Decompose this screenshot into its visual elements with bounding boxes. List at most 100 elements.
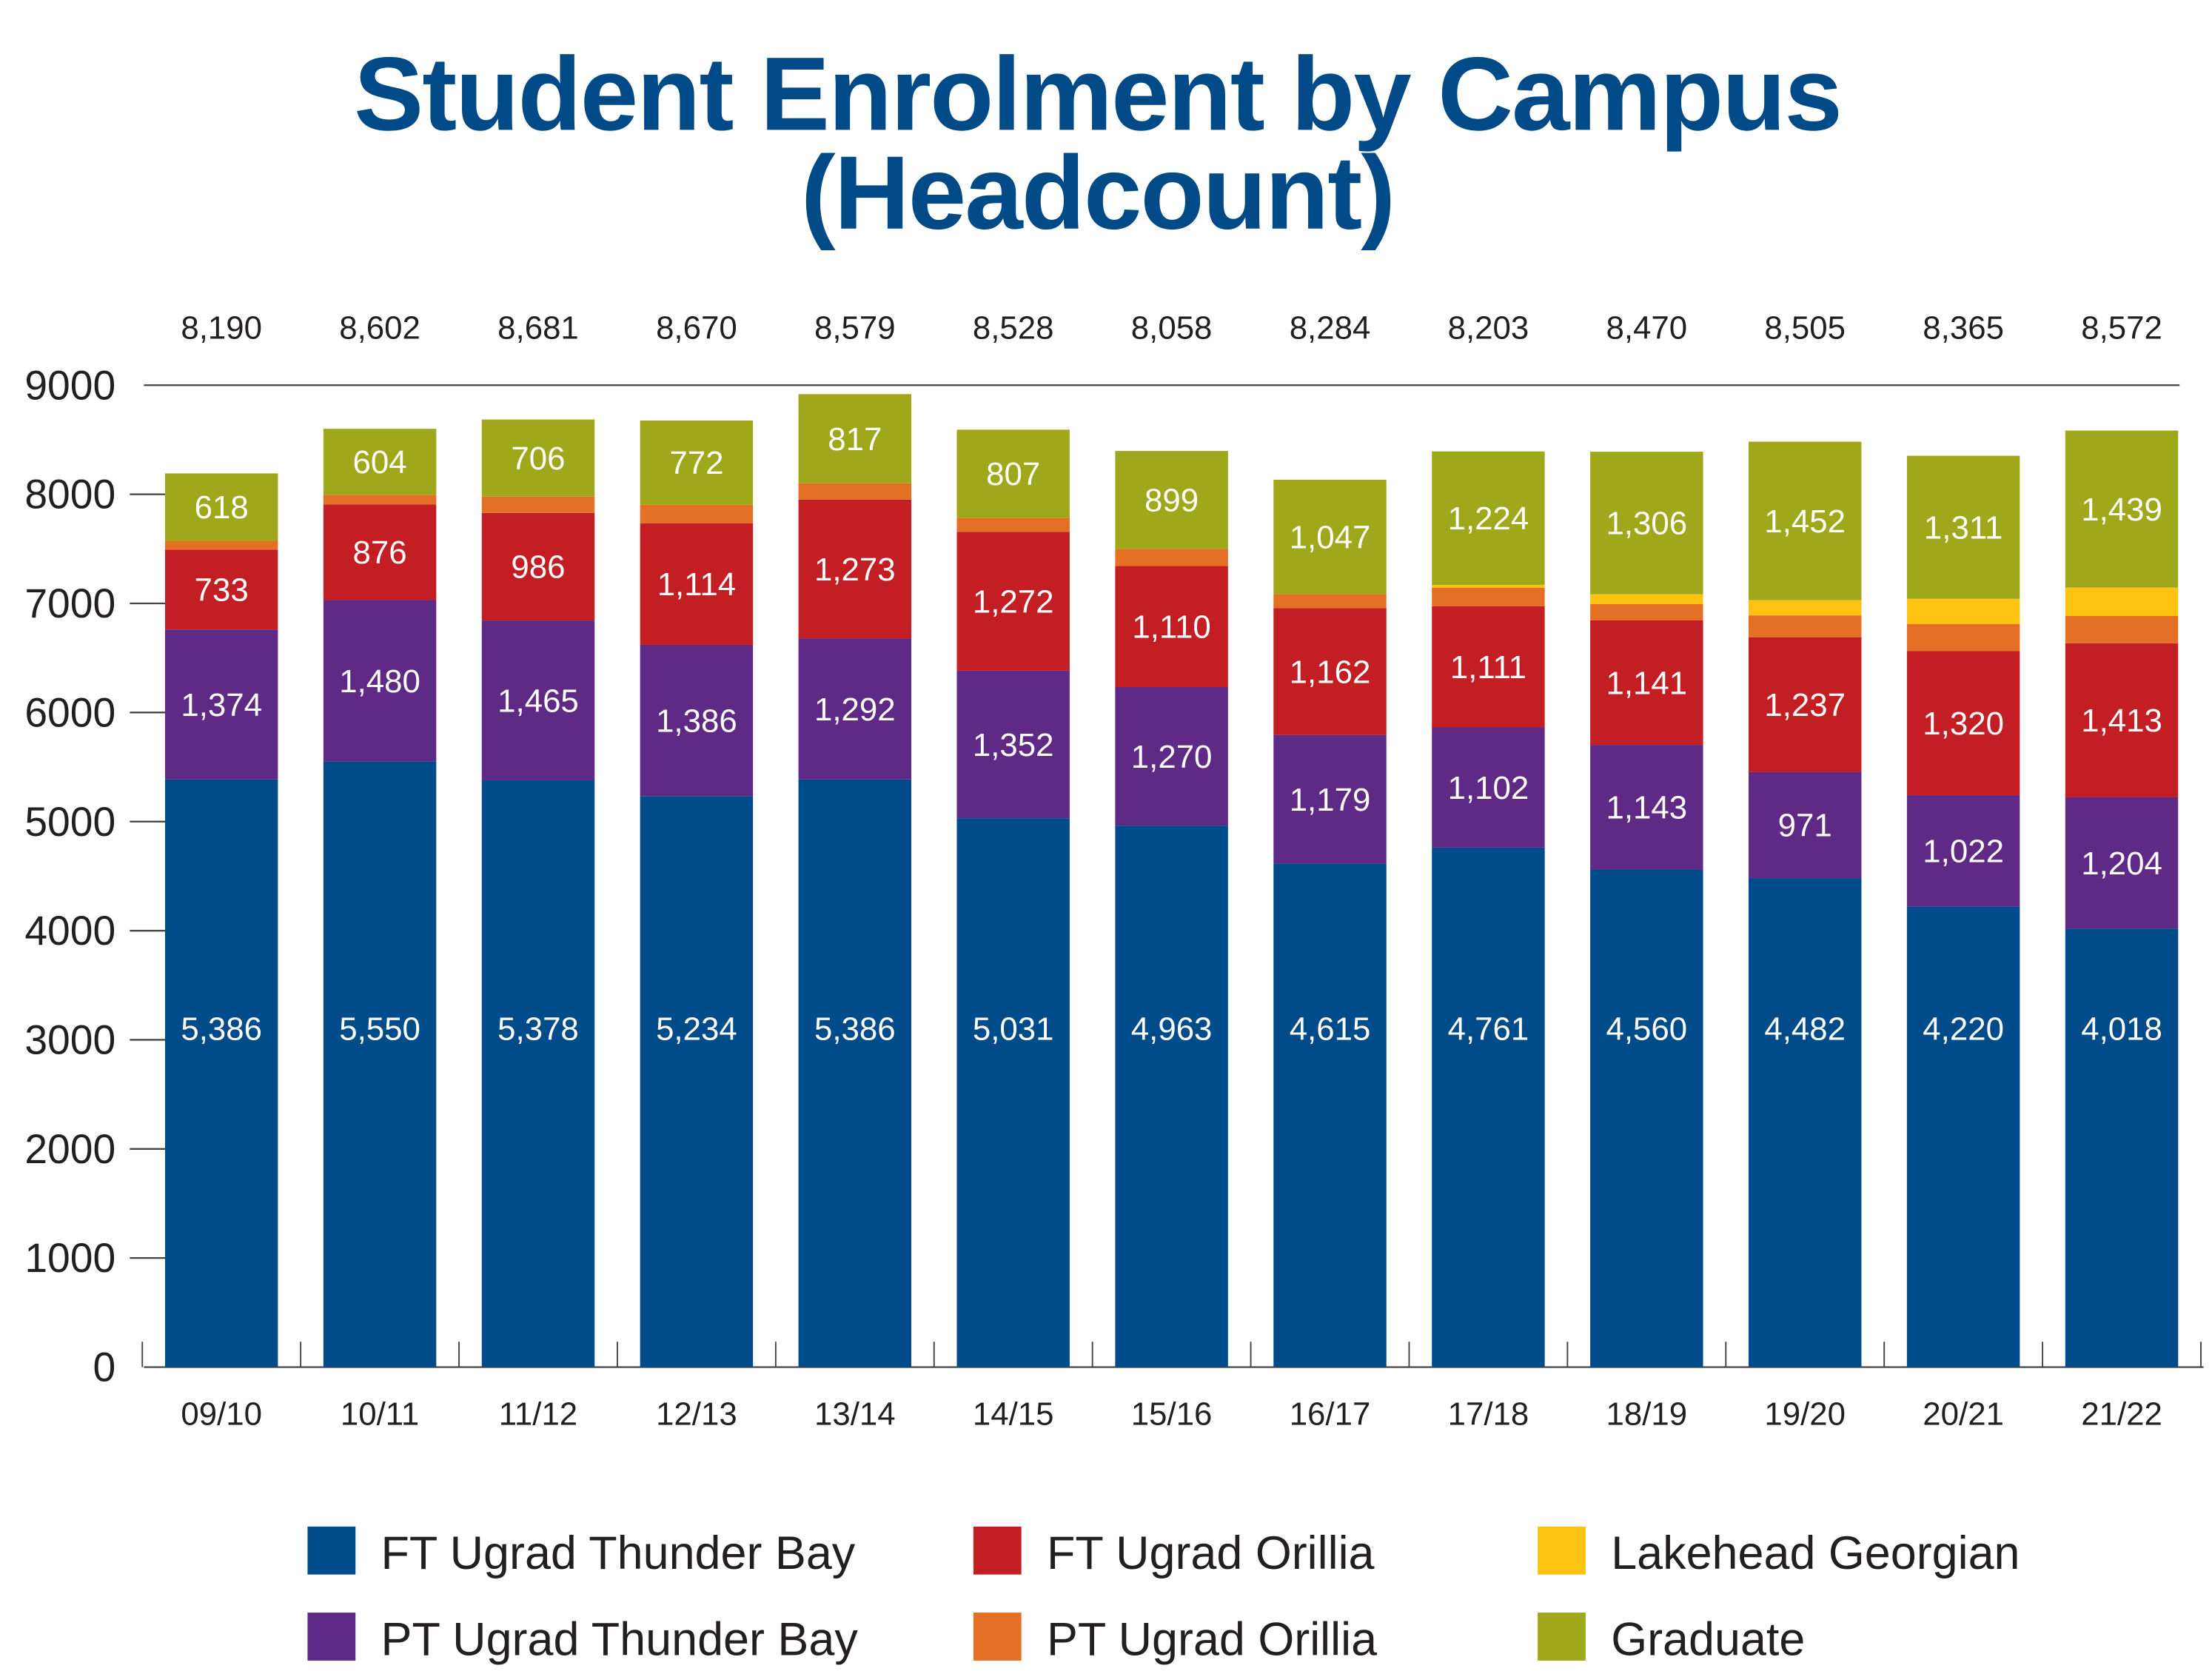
total-label: 8,190 [181,309,262,346]
data-label: 1,270 [1131,739,1213,775]
total-label: 8,284 [1290,309,1371,346]
legend-swatch [973,1526,1022,1575]
data-label: 618 [195,489,249,526]
data-label: 807 [986,456,1040,492]
total-label: 8,681 [497,309,579,346]
data-label: 1,102 [1448,770,1529,806]
bar-segment-graduate [1590,452,1703,595]
data-label: 1,141 [1606,665,1688,701]
bar-segment-ft-ugrad-orillia [2065,643,2179,797]
data-label: 1,386 [656,703,737,739]
data-label: 5,234 [656,1011,737,1047]
bar-segment-graduate [1749,441,1862,600]
bar-segment-pt-ugrad-thunder-bay [323,600,437,762]
x-tick-label: 15/16 [1131,1396,1213,1433]
bar-segment-lakehead-georgian [1749,600,1862,616]
data-label: 604 [353,444,407,481]
bar-segment-pt-ugrad-thunder-bay [1115,686,1228,826]
x-tick-label: 13/14 [814,1396,896,1433]
y-tick-label: 4000 [24,908,115,954]
bar-segment-pt-ugrad-thunder-bay [1590,745,1703,870]
bar-segment-ft-ugrad-thunder-bay [1590,869,1703,1367]
legend-swatch [307,1526,356,1575]
legend-label: FT Ugrad Thunder Bay [381,1527,856,1579]
bar-segment-graduate [640,420,754,505]
legend-item: Lakehead Georgian [1538,1526,2020,1579]
data-label: 1,352 [973,727,1054,763]
data-label: 1,439 [2081,492,2162,528]
bar-segment-graduate [481,419,595,497]
legend-swatch [307,1613,356,1661]
bar-segment-lakehead-georgian [1906,598,2020,624]
total-label: 8,505 [1764,309,1846,346]
legend-item: PT Ugrad Orillia [973,1613,1377,1665]
bar-segment-ft-ugrad-orillia [956,532,1070,671]
legend: FT Ugrad Thunder Bay PT Ugrad Thunder Bay… [307,1526,2020,1665]
x-tick-label: 18/19 [1606,1396,1688,1433]
y-tick-label: 2000 [24,1126,115,1172]
labels: 09/10 8,190 5,386 1,374 733 618 10/11 8,602 5,55… [181,309,2162,1432]
legend-label: Graduate [1611,1613,1805,1665]
bar-segment-ft-ugrad-thunder-bay [798,779,912,1367]
data-label: 1,047 [1290,519,1371,555]
data-label: 1,272 [973,583,1054,620]
bar-segment-ft-ugrad-orillia [1749,637,1862,772]
total-label: 8,528 [973,309,1054,346]
data-label: 1,110 [1132,609,1210,645]
legend-item: FT Ugrad Orillia [973,1526,1375,1579]
data-label: 1,162 [1290,654,1371,690]
total-label: 8,058 [1131,309,1213,346]
bar-segment-pt-ugrad-orillia [956,518,1070,532]
bar-segment-pt-ugrad-thunder-bay [1906,795,2020,907]
bars [164,394,2179,1367]
data-label: 1,452 [1764,503,1846,540]
chart-subtitle: (Headcount) [801,134,1395,251]
data-label: 1,143 [1606,790,1688,826]
bar-segment-ft-ugrad-thunder-bay [956,818,1070,1367]
x-tick-label: 17/18 [1448,1396,1529,1433]
data-label: 706 [511,441,565,477]
chart-title: Student Enrolment by Campus [354,35,1841,152]
bar-segment-lakehead-georgian [1432,585,1545,588]
data-label: 772 [669,445,723,481]
bar-segment-pt-ugrad-thunder-bay [2065,797,2179,929]
data-label: 5,031 [973,1011,1054,1047]
bar-segment-ft-ugrad-thunder-bay [164,779,278,1367]
axes: 0 1000 2000 3000 4000 5000 6000 7000 8000 9000 [24,362,2204,1390]
bar-segment-ft-ugrad-orillia [640,523,754,645]
bar-segment-pt-ugrad-thunder-bay [481,620,595,780]
bar-segment-ft-ugrad-thunder-bay [1273,863,1387,1367]
data-label: 1,413 [2081,703,2162,739]
total-label: 8,470 [1606,309,1688,346]
data-label: 1,480 [339,663,420,700]
total-label: 8,572 [2081,309,2162,346]
legend-item: PT Ugrad Thunder Bay [307,1613,858,1665]
data-label: 1,022 [1923,834,2004,870]
bar-segment-graduate [323,429,437,495]
bar-segment-ft-ugrad-orillia [1432,606,1545,728]
total-label: 8,365 [1923,309,2004,346]
y-tick-label: 9000 [24,362,115,408]
total-label: 8,579 [814,309,896,346]
y-tick-label: 3000 [24,1017,115,1062]
data-label: 899 [1144,483,1199,519]
y-tick-label: 5000 [24,799,115,845]
bar-segment-pt-ugrad-orillia [798,483,912,500]
bar-segment-ft-ugrad-orillia [164,549,278,630]
bar-segment-graduate [2065,430,2179,588]
bar-segment-ft-ugrad-orillia [481,512,595,621]
data-label: 5,378 [497,1011,579,1047]
data-label: 4,615 [1290,1011,1371,1047]
bar-segment-ft-ugrad-thunder-bay [1906,906,2020,1367]
data-label: 4,560 [1606,1011,1688,1047]
bar-segment-pt-ugrad-orillia [1432,587,1545,606]
bar-segment-graduate [1115,451,1228,549]
data-label: 1,179 [1290,782,1371,818]
data-label: 876 [353,535,407,571]
data-label: 4,482 [1764,1011,1846,1047]
x-tick-label: 09/10 [181,1396,262,1433]
bar-segment-graduate [164,473,278,541]
data-label: 1,273 [814,552,896,588]
bar-segment-pt-ugrad-thunder-bay [1749,771,1862,879]
